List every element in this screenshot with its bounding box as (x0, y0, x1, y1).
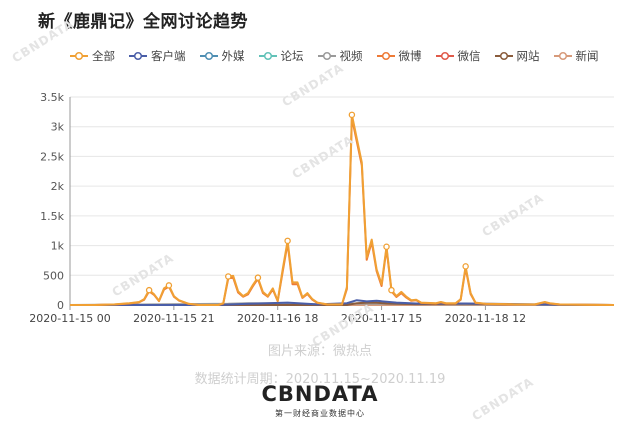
y-tick-label: 2k (51, 180, 65, 193)
legend-swatch (435, 51, 454, 61)
x-tick-label: 2020-11-15 00 (29, 312, 110, 325)
x-tick-label: 2020-11-18 12 (445, 312, 526, 325)
data-point (254, 274, 262, 281)
legend-label: 微博 (398, 49, 422, 63)
data-point (462, 263, 469, 270)
legend-item[interactable]: 微博 (376, 48, 422, 64)
legend-item[interactable]: 网站 (494, 48, 540, 64)
legend-label: 网站 (516, 49, 540, 63)
source-note: 图片来源：微热点 (267, 344, 372, 359)
y-tick-label: 3k (51, 121, 65, 134)
legend-swatch (70, 51, 88, 61)
legend-label: 全部 (92, 49, 115, 63)
legend-swatch (129, 51, 147, 61)
legend-swatch (258, 51, 277, 61)
legend-swatch (376, 51, 395, 61)
x-tick-label: 2020-11-16 18 (237, 312, 318, 325)
x-tick-label: 2020-11-15 21 (133, 312, 214, 325)
y-tick-label: 500 (43, 269, 64, 282)
legend-label: 微信 (457, 49, 481, 63)
y-tick-label: 1.5k (40, 210, 64, 223)
legend-item[interactable]: 客户端 (129, 48, 186, 64)
legend-label: 新闻 (575, 49, 599, 63)
data-point (383, 243, 390, 251)
legend-label: 论坛 (280, 49, 304, 63)
legend-swatch (317, 51, 336, 61)
y-tick-label: 3.5k (40, 91, 64, 104)
data-point (225, 273, 232, 280)
x-tick-label: 2020-11-17 15 (341, 312, 422, 325)
data-point (348, 111, 356, 119)
brand-tagline: 第一财经商业数据中心 (275, 409, 365, 418)
data-point (284, 237, 291, 245)
legend-item[interactable]: 微信 (435, 48, 481, 64)
data-point (388, 286, 395, 294)
legend-label: 视频 (339, 49, 363, 63)
data-point (165, 282, 173, 289)
chart-legend: 全部 客户端 外媒 论坛 视频 微博 微信 网站 新闻 (70, 47, 630, 65)
legend-label: 外媒 (221, 49, 245, 63)
legend-item[interactable]: 外媒 (199, 48, 245, 64)
legend-swatch (199, 51, 218, 61)
legend-item[interactable]: 论坛 (258, 48, 304, 64)
legend-label: 客户端 (151, 49, 186, 63)
y-tick-label: 0 (57, 299, 64, 312)
brand-logo: CBNDATA (261, 382, 379, 406)
legend-swatch (494, 51, 513, 61)
period-note: 数据统计周期：2020.11.15~2020.11.19 (194, 372, 446, 387)
legend-item[interactable]: 全部 (70, 48, 115, 64)
data-point (145, 286, 153, 294)
legend-item[interactable]: 视频 (317, 48, 363, 64)
y-tick-label: 2.5k (40, 150, 64, 163)
legend-swatch (553, 51, 572, 61)
page-title: 新《鹿鼎记》全网讨论趋势 (38, 12, 248, 32)
y-tick-label: 1k (51, 240, 65, 253)
legend-item[interactable]: 新闻 (553, 48, 599, 64)
series-line-0 (70, 113, 615, 306)
